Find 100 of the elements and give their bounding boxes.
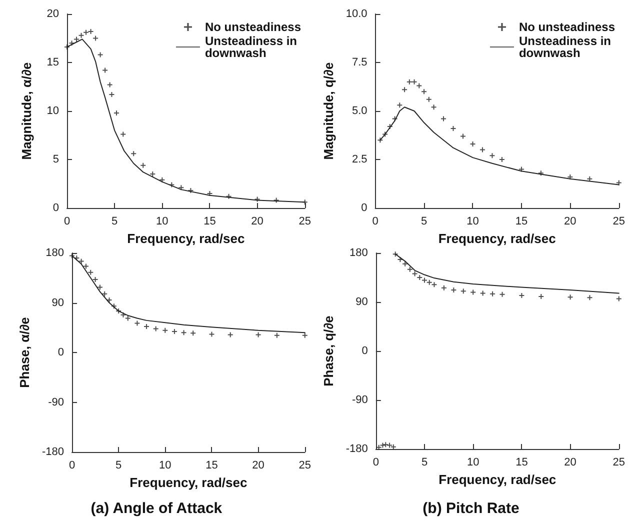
point — [470, 141, 476, 146]
point — [78, 258, 84, 264]
point — [450, 126, 456, 131]
y-tick-label: 0 — [52, 202, 59, 214]
point — [422, 278, 428, 283]
y-axis-title: Phase, α/∂e — [17, 317, 32, 388]
x-tick-label: 10 — [156, 216, 168, 228]
y-tick-label: 10.0 — [346, 8, 368, 20]
point — [228, 332, 233, 338]
x-axis-title: Frequency, rad/sec — [438, 472, 556, 487]
y-tick-label: 0 — [362, 345, 368, 357]
y-tick-label: -90 — [48, 396, 64, 408]
x-tick-label: 15 — [516, 456, 528, 468]
x-tick-label: 5 — [421, 456, 428, 468]
point — [98, 52, 103, 58]
legend-label: No unsteadiness — [518, 20, 616, 34]
point — [460, 288, 466, 294]
point — [417, 275, 422, 280]
point — [568, 294, 573, 300]
y-tick-label: 15 — [46, 56, 59, 68]
x-tick-label: 10 — [159, 460, 172, 472]
point — [74, 36, 80, 42]
point — [441, 285, 446, 290]
point — [181, 330, 186, 336]
point — [402, 87, 408, 92]
y-tick-label: 5.0 — [352, 105, 368, 117]
y-tick-label: 90 — [356, 296, 368, 308]
point — [426, 280, 432, 285]
point — [162, 328, 168, 333]
y-tick-label: 5 — [52, 154, 59, 166]
y-tick-label: 7.5 — [352, 56, 368, 68]
point — [190, 330, 196, 336]
x-tick-label: 15 — [206, 460, 218, 472]
x-tick-label: 20 — [564, 456, 576, 468]
point — [451, 288, 456, 293]
point — [97, 284, 102, 290]
point — [387, 442, 392, 448]
point — [402, 261, 408, 266]
x-axis-title: Frequency, rad/sec — [438, 231, 556, 246]
point — [407, 266, 412, 272]
point — [302, 332, 308, 338]
point — [88, 28, 94, 34]
y-tick-label: 180 — [350, 247, 368, 259]
point — [134, 320, 140, 326]
x-axis-title: Frequency, rad/sec — [130, 475, 248, 490]
x-tick-label: 25 — [612, 456, 626, 468]
point — [383, 442, 388, 448]
legend-label: Unsteadiness in downwash — [204, 34, 300, 60]
point — [431, 104, 436, 110]
x-tick-label: 0 — [372, 456, 379, 468]
legend-label: No unsteadiness — [204, 20, 302, 34]
x-axis-title: Frequency, rad/sec — [127, 231, 245, 246]
y-tick-label: 2.5 — [352, 154, 368, 166]
point — [587, 295, 592, 300]
text: (a) Angle of Attack — [90, 500, 223, 517]
point — [397, 102, 402, 108]
point — [490, 153, 495, 158]
point — [84, 30, 89, 35]
point — [114, 110, 119, 116]
legend-label: Unsteadiness in downwash — [518, 34, 614, 60]
point — [441, 116, 446, 122]
y-tick-label: 0 — [361, 202, 368, 214]
point — [519, 292, 524, 298]
y-tick-label: 180 — [46, 247, 64, 259]
point — [92, 277, 98, 282]
x-tick-label: 15 — [204, 216, 216, 228]
point — [102, 68, 108, 73]
point — [140, 162, 146, 168]
y-tick-label: -180 — [42, 446, 64, 458]
x-tick-label: 10 — [466, 456, 480, 468]
point — [256, 332, 261, 338]
point — [120, 132, 126, 137]
point — [500, 292, 505, 297]
x-tick-label: 20 — [251, 216, 264, 228]
point — [144, 324, 150, 330]
point — [538, 294, 544, 300]
y-tick-label: 20 — [46, 8, 59, 20]
point — [616, 296, 622, 302]
point — [412, 79, 417, 84]
point — [412, 271, 418, 276]
point — [107, 82, 112, 88]
x-tick-label: 0 — [372, 216, 378, 228]
point — [616, 180, 622, 186]
point — [376, 444, 382, 450]
point — [499, 157, 504, 162]
point — [93, 36, 98, 41]
point — [131, 151, 136, 156]
x-tick-label: 0 — [68, 460, 76, 472]
point — [209, 332, 214, 337]
point — [153, 326, 158, 332]
y-tick-label: 10 — [46, 105, 59, 117]
point — [480, 290, 486, 296]
x-tick-label: 5 — [420, 216, 428, 228]
y-tick-label: -90 — [352, 394, 368, 406]
x-tick-label: 25 — [298, 216, 312, 228]
x-tick-label: 20 — [564, 216, 576, 228]
point — [416, 83, 422, 88]
x-tick-label: 10 — [466, 216, 479, 228]
y-axis-title: Magnitude, α/∂e — [19, 62, 34, 160]
x-tick-label: 5 — [116, 460, 122, 472]
